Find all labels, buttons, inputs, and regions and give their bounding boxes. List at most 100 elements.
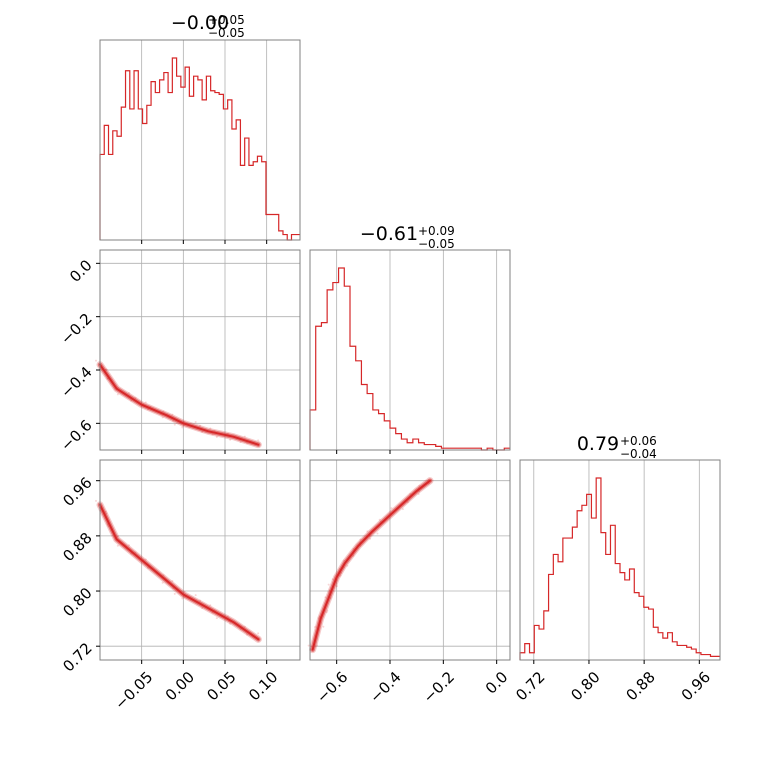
x-tick-label: 0.72 [512,668,548,704]
panel-3-1: −0.05 0.00 0.05 0.10 0.72 0.80 0.88 0.96 [59,459,301,713]
panel-background [310,460,510,660]
y-tick-label: −0.4 [57,363,95,401]
param-1-title: −0.00 [171,12,229,34]
panel-frame [99,459,301,661]
panel-1-1 [99,39,301,244]
sample-point [144,401,147,404]
x-tick-label: 0.05 [203,668,239,704]
sample-point [173,592,176,595]
sample-point [257,632,260,635]
panel-background [100,40,300,240]
sample-point [316,644,318,647]
x-tick-label: −0.05 [111,668,156,713]
histogram-step [309,267,510,451]
panel-3-2: −0.6 −0.4 −0.2 0.0 [307,459,512,707]
sample-point [209,604,212,607]
sample-point [243,435,246,438]
sample-point [366,530,369,533]
param-2-title: −0.61 [360,223,418,245]
y-tick-label: −0.6 [57,416,95,454]
sample-point [401,508,404,511]
contour-level [311,479,431,651]
sample-point [336,585,338,588]
panel-background [310,250,510,450]
y-tick-label: 0.96 [59,474,95,510]
sample-point [215,617,218,620]
histogram-step [519,477,720,660]
panel-2-2 [309,249,511,454]
x-tick-label: 0.00 [162,668,198,704]
sample-point [128,544,130,547]
sample-point [95,359,97,362]
param-1-title-plus: +0.05 [208,13,245,27]
sample-point [128,392,130,394]
sample-point [209,427,212,430]
param-2-title-plus: +0.09 [418,224,455,238]
sample-point [390,507,393,510]
sample-point [181,597,184,600]
sample-point [194,421,197,423]
param-3-title-plus: +0.06 [620,434,657,448]
panel-frame [99,249,301,451]
y-tick-label: 0.80 [59,584,95,620]
x-tick-label: 0.96 [678,668,714,704]
sample-point [378,518,381,521]
panel-frame [309,459,511,661]
sample-point [417,493,420,496]
panel-2-1: −0.6 −0.4 −0.2 0.0 [57,249,301,455]
y-tick-label: 0.88 [59,529,95,565]
sample-point [215,436,218,438]
x-tick-label: −0.6 [313,668,351,706]
sample-point [314,625,316,628]
param-3-title-minus: −0.04 [620,447,657,461]
contour-level [99,503,260,641]
sample-point [171,413,174,416]
contour-level [99,363,260,446]
x-tick-label: 0.0 [482,668,512,698]
sample-point [173,423,176,426]
panel-background [100,250,300,450]
panel-3-3: 0.72 0.80 0.88 0.96 [512,459,721,704]
panel-background [520,460,720,660]
sample-point [144,558,147,561]
sample-point [324,596,327,599]
x-tick-label: 0.80 [567,668,603,704]
x-tick-label: 0.88 [623,668,659,704]
sample-point [322,625,325,628]
panels-layer: −0.6−0.4−0.20.0−0.05 0.00 0.05 0.100.720.80… [57,39,721,713]
panel-frame [99,39,301,241]
x-tick-label: −0.4 [366,668,404,706]
sample-point [194,594,197,597]
param-3-title: 0.79 [577,433,619,455]
sample-point [229,438,232,441]
sample-point [376,532,379,535]
y-tick-label: 0.72 [59,639,95,675]
sample-point [161,581,164,584]
sample-point [181,426,184,429]
y-tick-label: −0.2 [57,310,95,348]
x-tick-label: 0.10 [245,668,281,704]
sample-point [307,644,310,647]
sample-point [171,579,174,582]
histogram-step [99,57,300,241]
sample-point [327,583,330,586]
sample-point [346,564,349,567]
panel-background [100,460,300,660]
sample-point [326,609,329,612]
panel-frame [519,459,721,661]
sample-point [369,537,372,540]
x-tick-label: −0.2 [420,668,458,706]
sample-point [116,393,119,396]
panel-frame [309,249,511,451]
sample-point [239,441,242,443]
sample-point [325,611,328,614]
param-1-title-minus: −0.05 [208,26,245,40]
sample-point [95,499,97,502]
param-2-title-minus: −0.05 [418,237,455,251]
titles-layer: −0.00 +0.05 −0.05 −0.61 +0.09 −0.05 0.79… [171,12,657,461]
sample-point [116,544,119,547]
sample-point [257,439,260,442]
sample-point [331,578,334,581]
sample-point [229,622,232,625]
